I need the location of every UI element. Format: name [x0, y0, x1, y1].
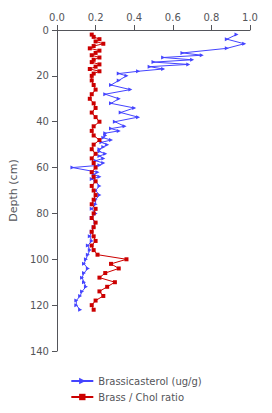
svg-text:0.4: 0.4: [126, 12, 142, 23]
svg-text:Depth (cm): Depth (cm): [7, 159, 20, 221]
svg-text:0.6: 0.6: [165, 12, 181, 23]
svg-text:120: 120: [30, 300, 49, 311]
svg-text:0: 0: [43, 25, 49, 36]
svg-text:40: 40: [36, 116, 49, 127]
svg-text:100: 100: [30, 254, 49, 265]
svg-text:20: 20: [36, 70, 49, 81]
svg-text:0.8: 0.8: [203, 12, 219, 23]
svg-text:60: 60: [36, 162, 49, 173]
svg-text:Brass / Chol ratio: Brass / Chol ratio: [98, 392, 184, 403]
svg-text:1.0: 1.0: [242, 12, 258, 23]
svg-text:0.0: 0.0: [49, 12, 65, 23]
svg-text:Brassicasterol (ug/g): Brassicasterol (ug/g): [98, 376, 201, 387]
svg-text:80: 80: [36, 208, 49, 219]
svg-text:0.2: 0.2: [88, 12, 104, 23]
svg-text:140: 140: [30, 346, 49, 357]
